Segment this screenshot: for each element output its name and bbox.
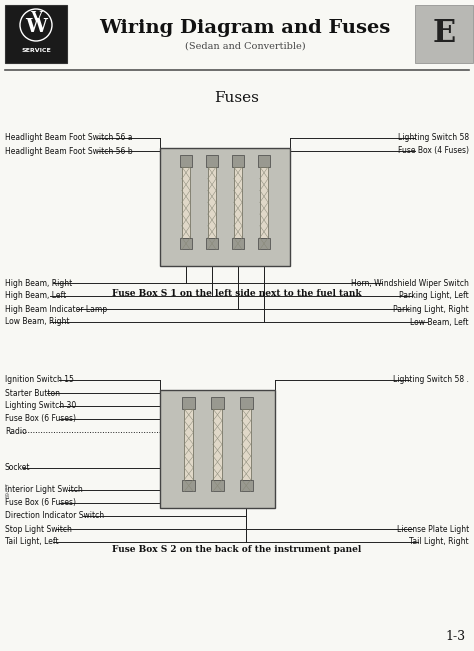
Text: Headlight Beam Foot Switch 56 b: Headlight Beam Foot Switch 56 b: [5, 146, 133, 156]
Text: Fuses: Fuses: [215, 91, 259, 105]
Bar: [208, 167, 216, 238]
Text: Starter Button: Starter Button: [5, 389, 60, 398]
Bar: [260, 167, 268, 238]
Bar: [213, 409, 222, 480]
Bar: [232, 155, 244, 167]
Text: Interior Light Switch: Interior Light Switch: [5, 486, 83, 495]
Text: W: W: [25, 18, 47, 36]
Bar: [206, 238, 218, 249]
Text: Socket: Socket: [5, 464, 30, 473]
Text: Lighting Switch 58 .: Lighting Switch 58 .: [393, 376, 469, 385]
Bar: [5, 5, 67, 63]
Text: Lighting Switch 58: Lighting Switch 58: [398, 133, 469, 143]
Text: Fuse Box (4 Fuses): Fuse Box (4 Fuses): [398, 146, 469, 156]
Text: 1-3: 1-3: [446, 630, 466, 643]
Bar: [160, 390, 275, 508]
Text: Ignition Switch 15: Ignition Switch 15: [5, 376, 74, 385]
Bar: [206, 155, 218, 167]
Bar: [242, 409, 251, 480]
Text: Direction Indicator Switch: Direction Indicator Switch: [5, 512, 104, 521]
Bar: [211, 480, 224, 492]
Text: Wiring Diagram and Fuses: Wiring Diagram and Fuses: [100, 19, 391, 37]
Text: E: E: [432, 18, 456, 49]
Bar: [240, 480, 253, 492]
Text: License Plate Light: License Plate Light: [397, 525, 469, 534]
Bar: [180, 238, 192, 249]
Bar: [160, 148, 290, 266]
Text: Radio: Radio: [5, 428, 27, 437]
Bar: [182, 480, 195, 492]
Text: Fuse Box (6 Fuses): Fuse Box (6 Fuses): [5, 415, 76, 424]
Bar: [258, 238, 270, 249]
Text: Stop Light Switch: Stop Light Switch: [5, 525, 72, 534]
Text: Lighting Switch 30: Lighting Switch 30: [5, 402, 76, 411]
Bar: [258, 155, 270, 167]
Bar: [182, 397, 195, 409]
Text: Headlight Beam Foot Switch 56 a: Headlight Beam Foot Switch 56 a: [5, 133, 133, 143]
Text: Low Beam, Left: Low Beam, Left: [410, 318, 469, 327]
Bar: [184, 409, 193, 480]
Text: (Sedan and Convertible): (Sedan and Convertible): [185, 42, 305, 51]
Bar: [180, 155, 192, 167]
Text: Tail Light, Left: Tail Light, Left: [5, 538, 59, 546]
Bar: [240, 397, 253, 409]
Text: V: V: [30, 11, 42, 25]
Bar: [415, 5, 473, 63]
Text: Fuse Box S 1 on the left side next to the fuel tank: Fuse Box S 1 on the left side next to th…: [112, 290, 362, 299]
Bar: [232, 238, 244, 249]
Text: Low Beam, Right: Low Beam, Right: [5, 318, 70, 327]
Text: Tail Light, Right: Tail Light, Right: [410, 538, 469, 546]
Text: Fuse Box (6 Fuses): Fuse Box (6 Fuses): [5, 499, 76, 508]
Text: Horn, Windshield Wiper Switch: Horn, Windshield Wiper Switch: [351, 279, 469, 288]
Bar: [182, 167, 190, 238]
Text: High Beam, Left: High Beam, Left: [5, 292, 66, 301]
Text: 69-27: 69-27: [6, 482, 10, 498]
Bar: [234, 167, 242, 238]
Text: High Beam Indicator Lamp: High Beam Indicator Lamp: [5, 305, 107, 314]
Text: High Beam, Right: High Beam, Right: [5, 279, 72, 288]
Bar: [211, 397, 224, 409]
Text: SERVICE: SERVICE: [21, 49, 51, 53]
Text: Fuse Box S 2 on the back of the instrument panel: Fuse Box S 2 on the back of the instrume…: [112, 546, 362, 555]
Text: Parking Light, Left: Parking Light, Left: [399, 292, 469, 301]
Text: Parking Light, Right: Parking Light, Right: [393, 305, 469, 314]
